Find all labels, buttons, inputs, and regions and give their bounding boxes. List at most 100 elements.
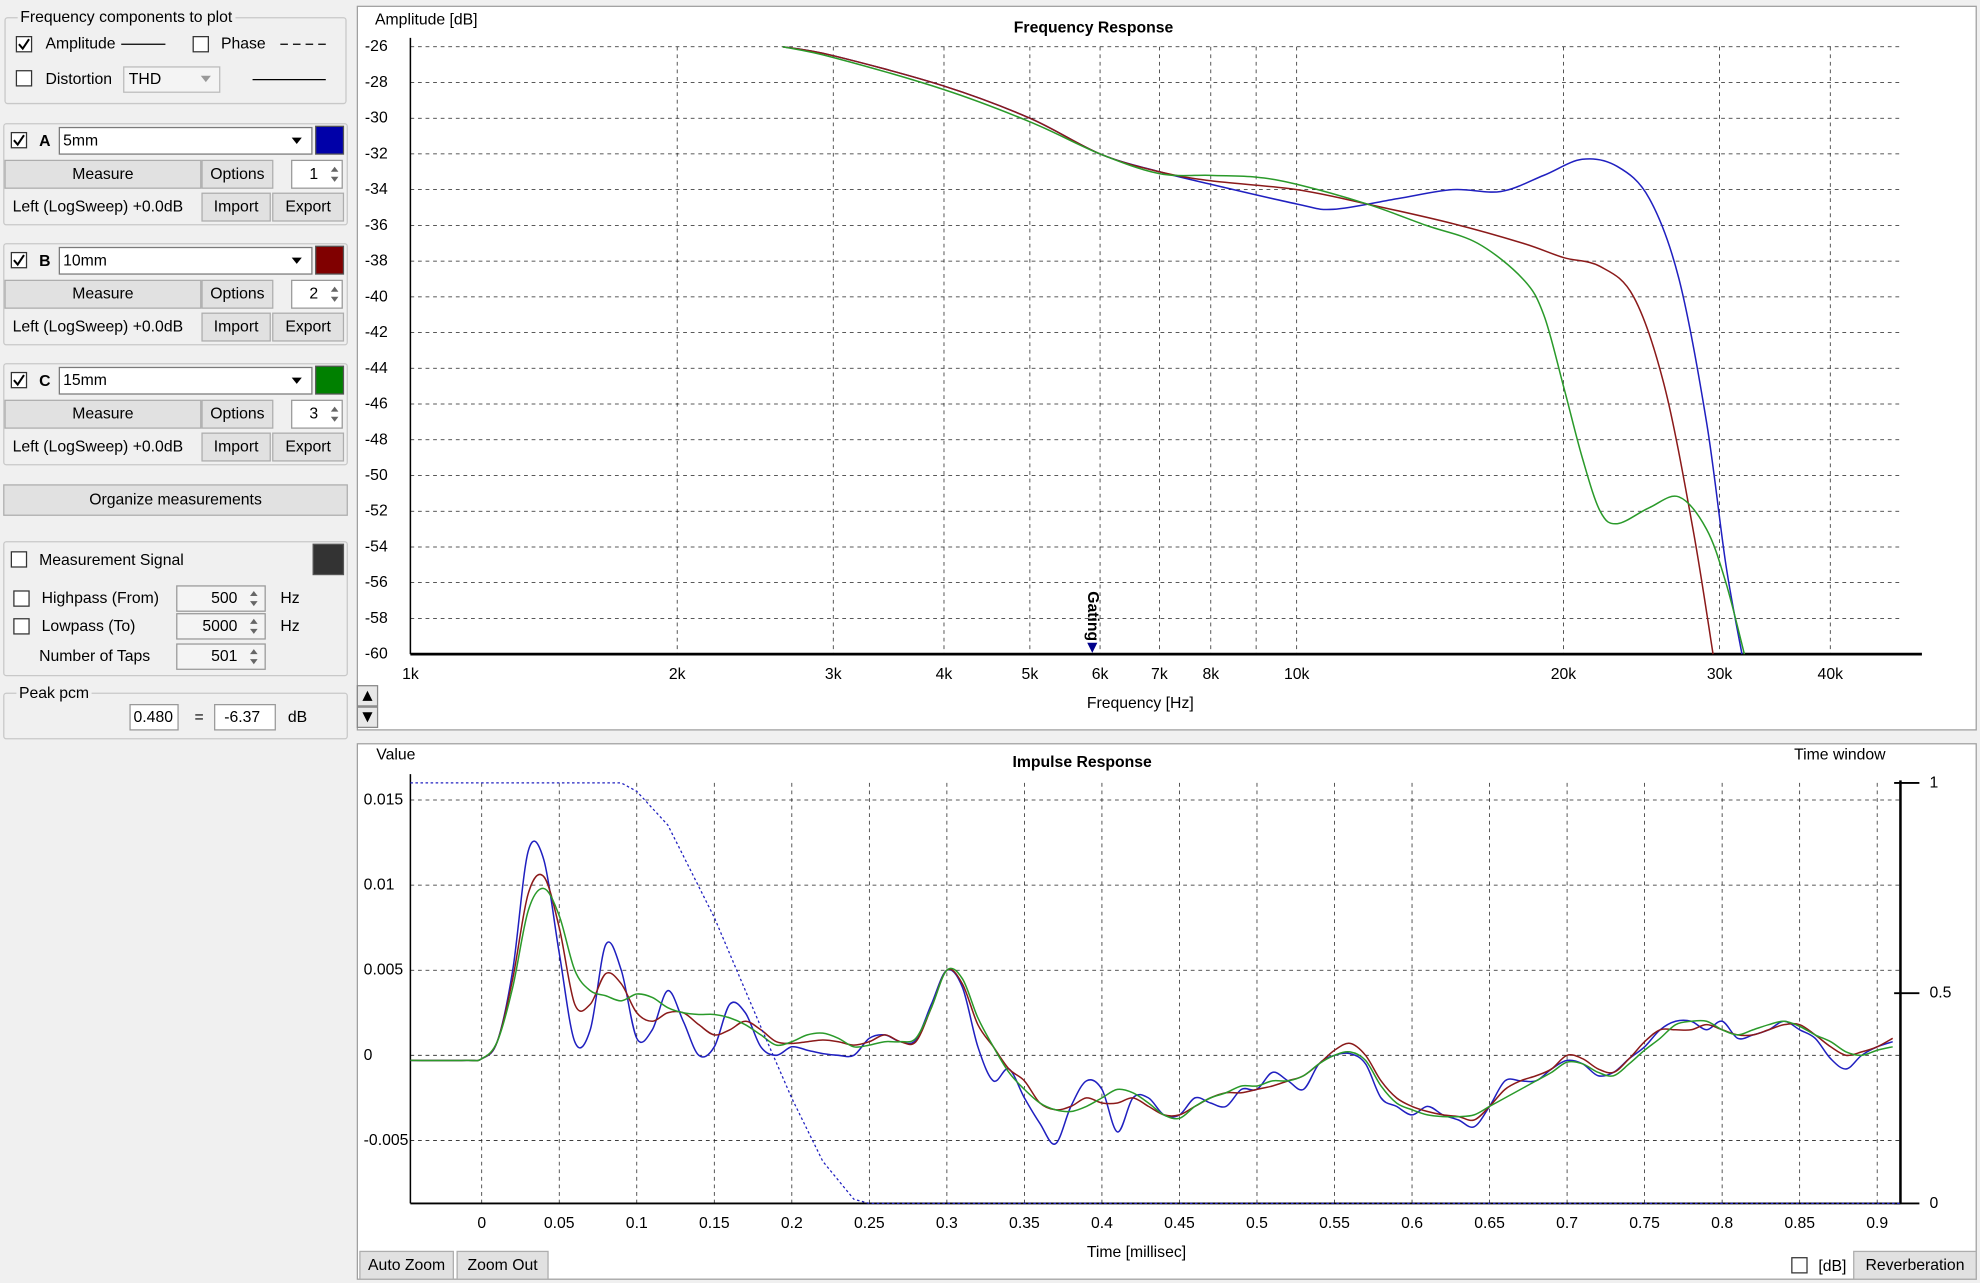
measurement-color[interactable] (315, 365, 345, 395)
input-field[interactable] (176, 585, 266, 612)
import-button-label: Import (214, 199, 259, 216)
x-tick-label: 40k (1818, 666, 1844, 683)
label: [dB] (1818, 1258, 1846, 1275)
checkbox[interactable] (1791, 1257, 1808, 1274)
y-tick-label: 0.015 (364, 791, 404, 808)
field-value: 501 (211, 648, 237, 665)
gating-label: Gating (1084, 591, 1101, 641)
field-value: 3 (309, 406, 318, 423)
measure-button[interactable] (4, 279, 202, 309)
x-axis-label: Frequency [Hz] (1087, 695, 1194, 712)
zoom-out-button[interactable] (456, 1250, 549, 1280)
x-tick-label: 0.85 (1784, 1215, 1815, 1232)
check-mark (13, 374, 25, 387)
measurement-dropdown[interactable] (58, 126, 313, 155)
options-button[interactable] (201, 279, 274, 309)
checkbox[interactable] (13, 618, 30, 635)
series-line (782, 45, 1714, 655)
impulse-panel (356, 743, 1977, 1280)
y-tick-label: 0.01 (364, 877, 395, 894)
spin-arrows (330, 286, 339, 302)
input-field[interactable] (214, 704, 276, 731)
measurement-dropdown[interactable] (58, 246, 313, 275)
import-button[interactable] (201, 432, 271, 462)
measure-button[interactable] (4, 399, 202, 429)
measure-button-label: Measure (72, 166, 134, 183)
import-button[interactable] (201, 192, 271, 222)
x-tick-label: 30k (1707, 666, 1733, 683)
check-mark (13, 254, 25, 267)
series-line (410, 887, 1893, 1120)
checkbox[interactable] (10, 251, 28, 269)
import-button[interactable] (201, 312, 271, 342)
group-box (3, 243, 348, 346)
field-value: -6.37 (224, 709, 260, 726)
group-title: Peak pcm (19, 685, 89, 702)
input-field[interactable] (291, 399, 343, 429)
x-tick-label: 0.2 (781, 1215, 803, 1232)
y-tick-label: -42 (365, 324, 388, 341)
export-button[interactable] (272, 432, 345, 462)
input-field[interactable] (129, 704, 179, 731)
input-field[interactable] (291, 159, 343, 189)
options-button-label: Options (210, 166, 264, 183)
checkbox[interactable] (13, 590, 30, 607)
label: Hz (280, 590, 299, 607)
organize-button[interactable] (3, 484, 348, 516)
measurement-source: Left (LogSweep) +0.0dB (13, 439, 183, 456)
checkbox[interactable] (10, 371, 28, 389)
y-tick-label: -44 (365, 360, 388, 377)
measure-button-label: Measure (72, 286, 134, 303)
input-field[interactable] (176, 613, 266, 640)
check-mark (13, 134, 25, 147)
field-value: 1 (309, 166, 318, 183)
checkbox[interactable] (15, 70, 33, 87)
measurement-letter: B (39, 253, 50, 270)
x-tick-label: 4k (936, 666, 953, 683)
checkbox[interactable] (15, 36, 33, 53)
checkbox[interactable] (10, 551, 28, 568)
select[interactable] (123, 66, 221, 93)
measurement-dropdown[interactable] (58, 366, 313, 395)
y-tick-label: -38 (365, 253, 388, 270)
measurement-source: Left (LogSweep) +0.0dB (13, 319, 183, 336)
x-tick-label: 0.75 (1629, 1215, 1660, 1232)
checkbox[interactable] (10, 131, 28, 149)
label: Hz (280, 618, 299, 635)
measurement-name: 5mm (63, 132, 98, 149)
measure-button[interactable] (4, 159, 202, 189)
export-button[interactable] (272, 312, 345, 342)
options-button-label: Options (210, 286, 264, 303)
input-field[interactable] (176, 643, 266, 670)
dropdown-arrow (200, 75, 211, 83)
measurement-color[interactable] (315, 125, 345, 155)
organize-button-label: Organize measurements (89, 492, 262, 509)
x-tick-label: 0.8 (1711, 1215, 1733, 1232)
options-button[interactable] (201, 399, 274, 429)
x-tick-label: 10k (1284, 666, 1310, 683)
x-tick-label: 0.65 (1474, 1215, 1505, 1232)
y-tick-label: -46 (365, 396, 388, 413)
export-button[interactable] (272, 192, 345, 222)
input-field[interactable] (291, 279, 343, 309)
reverberation-button[interactable] (1853, 1250, 1977, 1280)
y-tick-label: -32 (365, 145, 388, 162)
y-tick-label: -30 (365, 110, 388, 127)
y-tick-label: -26 (365, 38, 388, 55)
x-tick-label: 0.4 (1091, 1215, 1113, 1232)
auto-zoom-button[interactable] (359, 1250, 454, 1280)
y-tick-label: 0.005 (364, 962, 404, 979)
checkbox[interactable] (192, 36, 209, 53)
zoom-out-button-label: Zoom Out (468, 1257, 539, 1274)
x-tick-label: 3k (825, 666, 842, 683)
x-tick-label: 0.55 (1319, 1215, 1350, 1232)
x-tick-label: 0.6 (1401, 1215, 1423, 1232)
signal-color[interactable] (312, 543, 345, 576)
gating-marker (1087, 642, 1098, 653)
x-tick-label: 5k (1022, 666, 1039, 683)
options-button[interactable] (201, 159, 274, 189)
arrow-up (362, 690, 373, 701)
y2-tick-label: 1 (1929, 774, 1938, 791)
y-axis-label: Amplitude [dB] (375, 12, 478, 29)
measurement-color[interactable] (315, 245, 345, 275)
